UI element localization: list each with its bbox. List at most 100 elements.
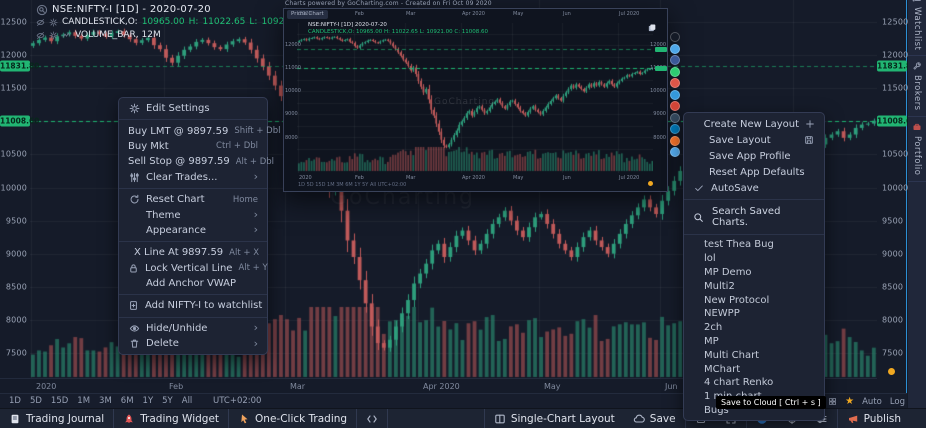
timeframe-1m-button[interactable]: 1M [77, 396, 91, 406]
saved-chart-item[interactable]: Bugs [704, 404, 729, 416]
price-tick: 8000 [882, 315, 904, 325]
axis-auto-button[interactable]: Auto [862, 396, 882, 407]
menu-item-x-line-at-9897-59[interactable]: X Line At 9897.59 Alt + X [134, 247, 260, 259]
sidebar-tab-portfolio[interactable]: Portfolio [908, 117, 926, 182]
sidebar-tab-brokers[interactable]: Brokers [908, 56, 926, 118]
preview-level-badge [655, 47, 667, 52]
sidebar-tab-label: Portfolio [912, 136, 922, 176]
grid-icon[interactable] [828, 397, 837, 406]
price-tick: 7500 [882, 348, 904, 358]
preview-symbol-title: NSE:NIFTY-I [1D] 2020-07-20 [308, 22, 387, 28]
saved-chart-item[interactable]: test Thea Bug [704, 239, 774, 251]
screenshot-copy-icon[interactable] [647, 23, 657, 33]
menu-item-sell-stop-9897-59[interactable]: Sell Stop @ 9897.59 Alt + Dbl [128, 156, 275, 168]
preview-ohlc: CANDLESTICK,O: 10965.00 H: 11022.65 L: 1… [308, 29, 489, 35]
save-button[interactable]: Save [624, 409, 685, 428]
layout-menu-item-create-new-layout[interactable]: Create New Layout [684, 116, 824, 132]
time-axis[interactable]: 2020 Feb Mar Apr 2020 May Jun [0, 378, 877, 393]
trading-widget-button[interactable]: Trading Widget [114, 409, 230, 428]
favorite-star-icon[interactable]: ★ [845, 396, 855, 407]
magnifier-icon[interactable] [36, 4, 48, 16]
saved-chart-item[interactable]: 2ch [704, 322, 723, 334]
menu-item-reset-chart[interactable]: Reset Chart Home [119, 192, 267, 207]
share-button[interactable] [670, 147, 680, 157]
price-tick: 12000 [882, 50, 909, 60]
sidebar-tab-label: Watchlist [912, 7, 922, 51]
trading-journal-button[interactable]: Trading Journal [0, 409, 115, 428]
saved-chart-item[interactable]: New Protocol [704, 294, 770, 306]
share-button[interactable] [670, 55, 680, 65]
preview-time-tick: Jun [563, 11, 571, 17]
axis-log-button[interactable]: Log [889, 396, 905, 407]
symbol-title: NSE:NIFTY-I [1D] - 2020-07-20 [52, 4, 211, 15]
single-chart-layout-button[interactable]: Single-Chart Layout [483, 409, 624, 428]
price-tick: 12000 [0, 50, 27, 60]
saved-chart-item[interactable]: Multi Chart [704, 349, 760, 361]
button-label: Trading Widget [140, 412, 220, 425]
menu-item-hide-unhide[interactable]: Hide/Unhide › [119, 321, 267, 336]
share-button[interactable] [670, 32, 680, 42]
share-button[interactable] [670, 101, 680, 111]
timeframe-3m-button[interactable]: 3M [99, 396, 112, 406]
chart-legend: NSE:NIFTY-I [1D] - 2020-07-20 CANDLESTIC… [36, 3, 365, 42]
menu-section: Create New Layout Save Layout Save App Pro… [684, 113, 824, 199]
menu-item-buy-lmt-9897-59[interactable]: Buy LMT @ 9897.59 Shift + Dbl [128, 125, 281, 137]
menu-item-theme[interactable]: Theme › [146, 208, 258, 222]
menu-item-lock-vertical-line[interactable]: Lock Vertical Line Alt + Y [119, 261, 268, 276]
menu-item-clear-trades[interactable]: Clear Trades... › [119, 170, 267, 185]
sidebar-tab-watchlist[interactable]: Watchlist [908, 0, 926, 57]
price-tick: 12500 [882, 17, 909, 27]
menu-item-add-nifty-i-to-watchlist[interactable]: Add NIFTY-I to watchlist [119, 298, 267, 313]
menu-item-appearance[interactable]: Appearance › [146, 223, 258, 237]
timeframe-all-button[interactable]: All [181, 396, 193, 406]
saved-charts-search[interactable]: Search Saved Charts. [684, 199, 824, 234]
timeframe-1d-button[interactable]: 1D [9, 396, 21, 406]
timeframe-6m-button[interactable]: 6M [120, 396, 134, 406]
share-button[interactable] [670, 124, 680, 134]
timeframe-5y-button[interactable]: 5Y [162, 396, 173, 406]
share-button[interactable] [670, 89, 680, 100]
volume-series-icon [62, 31, 71, 40]
saved-chart-item[interactable]: Multi2 [704, 280, 735, 292]
record-dot[interactable] [888, 368, 895, 375]
preview-tab[interactable]: Prime Chart [287, 10, 328, 19]
layout-menu-item-save-app-profile[interactable]: Save App Profile [709, 150, 791, 162]
level-badge-high: 11831.80 [0, 60, 40, 72]
eye-off-icon[interactable] [36, 31, 45, 40]
share-button[interactable] [670, 135, 680, 146]
menu-item-edit-settings[interactable]: Edit Settings [119, 101, 267, 116]
share-button[interactable] [670, 112, 680, 123]
preview-level-badge [655, 66, 667, 71]
saved-chart-item[interactable]: MP Demo [704, 266, 752, 278]
time-tick: Feb [169, 382, 184, 391]
saved-chart-item[interactable]: MChart [704, 363, 741, 375]
menu-item-buy-mkt[interactable]: Buy Mkt Ctrl + Dbl [128, 140, 258, 152]
share-button[interactable] [670, 66, 680, 77]
timeframe-1y-button[interactable]: 1Y [142, 396, 154, 406]
saved-chart-item[interactable]: 4 chart Renko [704, 377, 774, 389]
price-axis-right[interactable]: 12500 12000 11500 10500 10000 9500 9000 8500 800… [877, 0, 916, 377]
timeframe-5d-button[interactable]: 5D [29, 396, 42, 406]
menu-item-delete[interactable]: Delete › [119, 336, 267, 351]
saved-chart-item[interactable]: MP [704, 335, 719, 347]
preview-time-tick: Apr 2020 [462, 11, 485, 17]
share-button[interactable] [670, 78, 680, 88]
timeframe-15d-button[interactable]: 15D [50, 396, 69, 406]
saved-chart-item[interactable]: lol [704, 253, 716, 265]
timezone-label[interactable]: UTC+02:00 [213, 396, 262, 406]
sliders-icon [128, 172, 140, 183]
one-click-trading-button[interactable]: One-Click Trading [229, 409, 358, 428]
share-button[interactable] [670, 43, 680, 54]
gear-icon[interactable] [49, 18, 58, 27]
code-button[interactable] [357, 409, 389, 428]
publish-button[interactable]: Publish [836, 409, 910, 428]
layout-menu-item-reset-app-defaults[interactable]: Reset App Defaults [709, 166, 805, 178]
price-axis-left[interactable]: 12500 12000 11500 10500 10000 9500 9000 8500 800… [0, 0, 40, 377]
gear-icon[interactable] [49, 31, 58, 40]
menu-item-add-anchor-vwap[interactable]: Add Anchor VWAP [146, 278, 237, 290]
layout-menu-item-save-layout[interactable]: Save Layout [684, 132, 824, 148]
eye-off-icon[interactable] [36, 18, 45, 27]
layout-menu-item-autosave[interactable]: AutoSave [684, 180, 824, 196]
saved-chart-item[interactable]: NEWPP [704, 308, 740, 320]
